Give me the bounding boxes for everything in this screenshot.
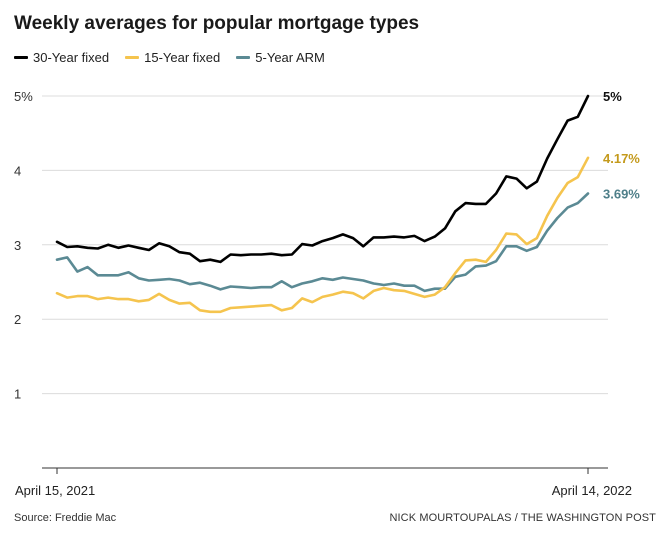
y-tick-label-2: 2 bbox=[14, 312, 21, 327]
series-line-30-year-fixed bbox=[55, 94, 590, 264]
credit-line: NICK MOURTOUPALAS / THE WASHINGTON POST bbox=[389, 512, 656, 524]
y-tick-label-5: 5% bbox=[14, 89, 33, 104]
end-label-30-year-fixed: 5% bbox=[603, 89, 622, 104]
x-tick-label-1: April 14, 2022 bbox=[552, 483, 632, 498]
legend-swatch-15-year bbox=[125, 56, 140, 59]
legend-swatch-30-year bbox=[14, 56, 28, 59]
legend-label-30-year: 30-Year fixed bbox=[33, 50, 110, 65]
end-label-5-year-arm: 3.69% bbox=[603, 186, 640, 201]
legend-item-15-year: 15-Year fixed bbox=[125, 50, 220, 65]
x-tick-label-0: April 15, 2021 bbox=[15, 483, 95, 498]
legend-swatch-5-year-arm bbox=[236, 56, 251, 59]
chart-title: Weekly averages for popular mortgage typ… bbox=[14, 13, 420, 34]
y-tick-label-3: 3 bbox=[14, 238, 21, 253]
legend-label-5-year-arm: 5-Year ARM bbox=[255, 50, 325, 65]
y-tick-label-4: 4 bbox=[14, 163, 21, 178]
y-tick-label-1: 1 bbox=[14, 387, 21, 402]
end-label-15-year-fixed: 4.17% bbox=[603, 151, 640, 166]
legend-item-5-year-arm: 5-Year ARM bbox=[236, 50, 325, 65]
legend: 30-Year fixed 15-Year fixed 5-Year ARM bbox=[14, 50, 325, 65]
legend-label-15-year: 15-Year fixed bbox=[144, 50, 221, 65]
source-note: Source: Freddie Mac bbox=[14, 512, 117, 524]
series-line-5-year-arm bbox=[55, 192, 590, 293]
legend-item-30-year: 30-Year fixed bbox=[14, 50, 109, 65]
series-line-15-year-fixed bbox=[55, 156, 590, 314]
